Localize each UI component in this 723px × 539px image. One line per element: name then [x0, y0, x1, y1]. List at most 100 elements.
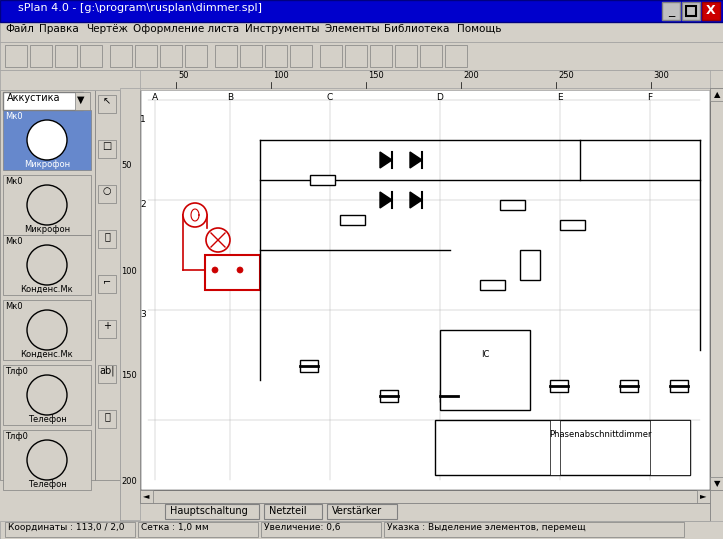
- Text: Конденс.Мк: Конденс.Мк: [21, 350, 73, 359]
- Bar: [440, 390, 458, 402]
- Bar: [0, 90, 95, 480]
- Text: Тлф0: Тлф0: [5, 367, 28, 376]
- Bar: [440, 330, 530, 410]
- Bar: [140, 490, 153, 503]
- Text: Мк0: Мк0: [5, 177, 22, 186]
- Bar: [98, 320, 116, 338]
- Bar: [140, 70, 710, 88]
- Bar: [120, 503, 710, 521]
- Text: ▲: ▲: [714, 90, 721, 99]
- Bar: [445, 45, 467, 67]
- Bar: [140, 88, 710, 490]
- Text: 100: 100: [273, 71, 288, 80]
- Bar: [327, 504, 397, 519]
- Text: X: X: [706, 4, 716, 17]
- Bar: [550, 380, 568, 392]
- Bar: [650, 420, 690, 475]
- Bar: [310, 175, 335, 185]
- Bar: [265, 45, 287, 67]
- Text: Телефон: Телефон: [27, 415, 67, 424]
- Bar: [98, 230, 116, 248]
- Text: ▼: ▼: [77, 95, 85, 105]
- Bar: [340, 215, 365, 225]
- Bar: [135, 45, 157, 67]
- Bar: [138, 522, 258, 537]
- Bar: [215, 45, 237, 67]
- Text: 3: 3: [140, 310, 146, 319]
- Bar: [75, 92, 90, 110]
- Text: 150: 150: [368, 71, 384, 80]
- Bar: [120, 88, 140, 520]
- Bar: [500, 200, 525, 210]
- Circle shape: [206, 228, 230, 252]
- Polygon shape: [410, 192, 422, 208]
- Bar: [345, 45, 367, 67]
- Text: Правка: Правка: [39, 24, 79, 34]
- Polygon shape: [410, 152, 422, 168]
- Text: ◄: ◄: [143, 491, 150, 500]
- Text: Мк0: Мк0: [5, 112, 22, 121]
- Text: B: B: [227, 93, 233, 102]
- Text: Мк0: Мк0: [5, 302, 22, 311]
- Bar: [710, 88, 723, 490]
- Bar: [3, 175, 91, 235]
- Bar: [55, 45, 77, 67]
- Bar: [160, 45, 182, 67]
- Text: 100: 100: [121, 266, 137, 275]
- Text: Чертёж: Чертёж: [86, 24, 128, 34]
- Text: Элементы: Элементы: [325, 24, 380, 34]
- Text: ↖: ↖: [103, 96, 111, 106]
- Text: 🔍: 🔍: [104, 411, 110, 421]
- Text: Phasenabschnittdimmer: Phasenabschnittdimmer: [549, 430, 651, 439]
- Text: Тлф0: Тлф0: [5, 432, 28, 441]
- Bar: [5, 522, 135, 537]
- Bar: [682, 2, 700, 20]
- Text: □: □: [103, 141, 111, 151]
- Text: ○: ○: [103, 186, 111, 196]
- Bar: [80, 45, 102, 67]
- Text: 1: 1: [140, 115, 146, 124]
- Text: Увеличение: 0,6: Увеличение: 0,6: [264, 523, 341, 532]
- Text: _: _: [668, 4, 675, 17]
- Bar: [0, 42, 723, 70]
- Text: 200: 200: [463, 71, 479, 80]
- Bar: [98, 185, 116, 203]
- Bar: [520, 250, 540, 280]
- Text: +: +: [103, 321, 111, 331]
- Text: Телефон: Телефон: [27, 480, 67, 489]
- Text: 50: 50: [178, 71, 189, 80]
- Text: Netzteil: Netzteil: [269, 506, 307, 516]
- Text: 150: 150: [121, 371, 137, 381]
- Bar: [290, 45, 312, 67]
- Bar: [185, 45, 207, 67]
- Circle shape: [237, 267, 243, 273]
- Text: ▼: ▼: [714, 479, 721, 488]
- Bar: [0, 0, 723, 22]
- Bar: [264, 504, 322, 519]
- Bar: [320, 45, 342, 67]
- Bar: [710, 88, 723, 101]
- Bar: [3, 430, 91, 490]
- Circle shape: [212, 267, 218, 273]
- Bar: [435, 420, 690, 475]
- Bar: [0, 521, 723, 539]
- Bar: [110, 45, 132, 67]
- Bar: [30, 45, 52, 67]
- Bar: [3, 110, 91, 170]
- Bar: [560, 220, 585, 230]
- Circle shape: [27, 185, 67, 225]
- Bar: [240, 45, 262, 67]
- Bar: [662, 2, 680, 20]
- Circle shape: [27, 440, 67, 480]
- Bar: [300, 360, 318, 372]
- Text: Мк0: Мк0: [5, 237, 22, 246]
- Text: Сетка : 1,0 мм: Сетка : 1,0 мм: [141, 523, 209, 532]
- Polygon shape: [380, 192, 392, 208]
- Bar: [261, 522, 381, 537]
- Bar: [3, 365, 91, 425]
- Text: A: A: [152, 93, 158, 102]
- Text: Указка : Выделение элементов, перемещ: Указка : Выделение элементов, перемещ: [387, 523, 586, 532]
- Text: Аккустика: Аккустика: [7, 93, 61, 103]
- Bar: [95, 90, 120, 480]
- Bar: [395, 45, 417, 67]
